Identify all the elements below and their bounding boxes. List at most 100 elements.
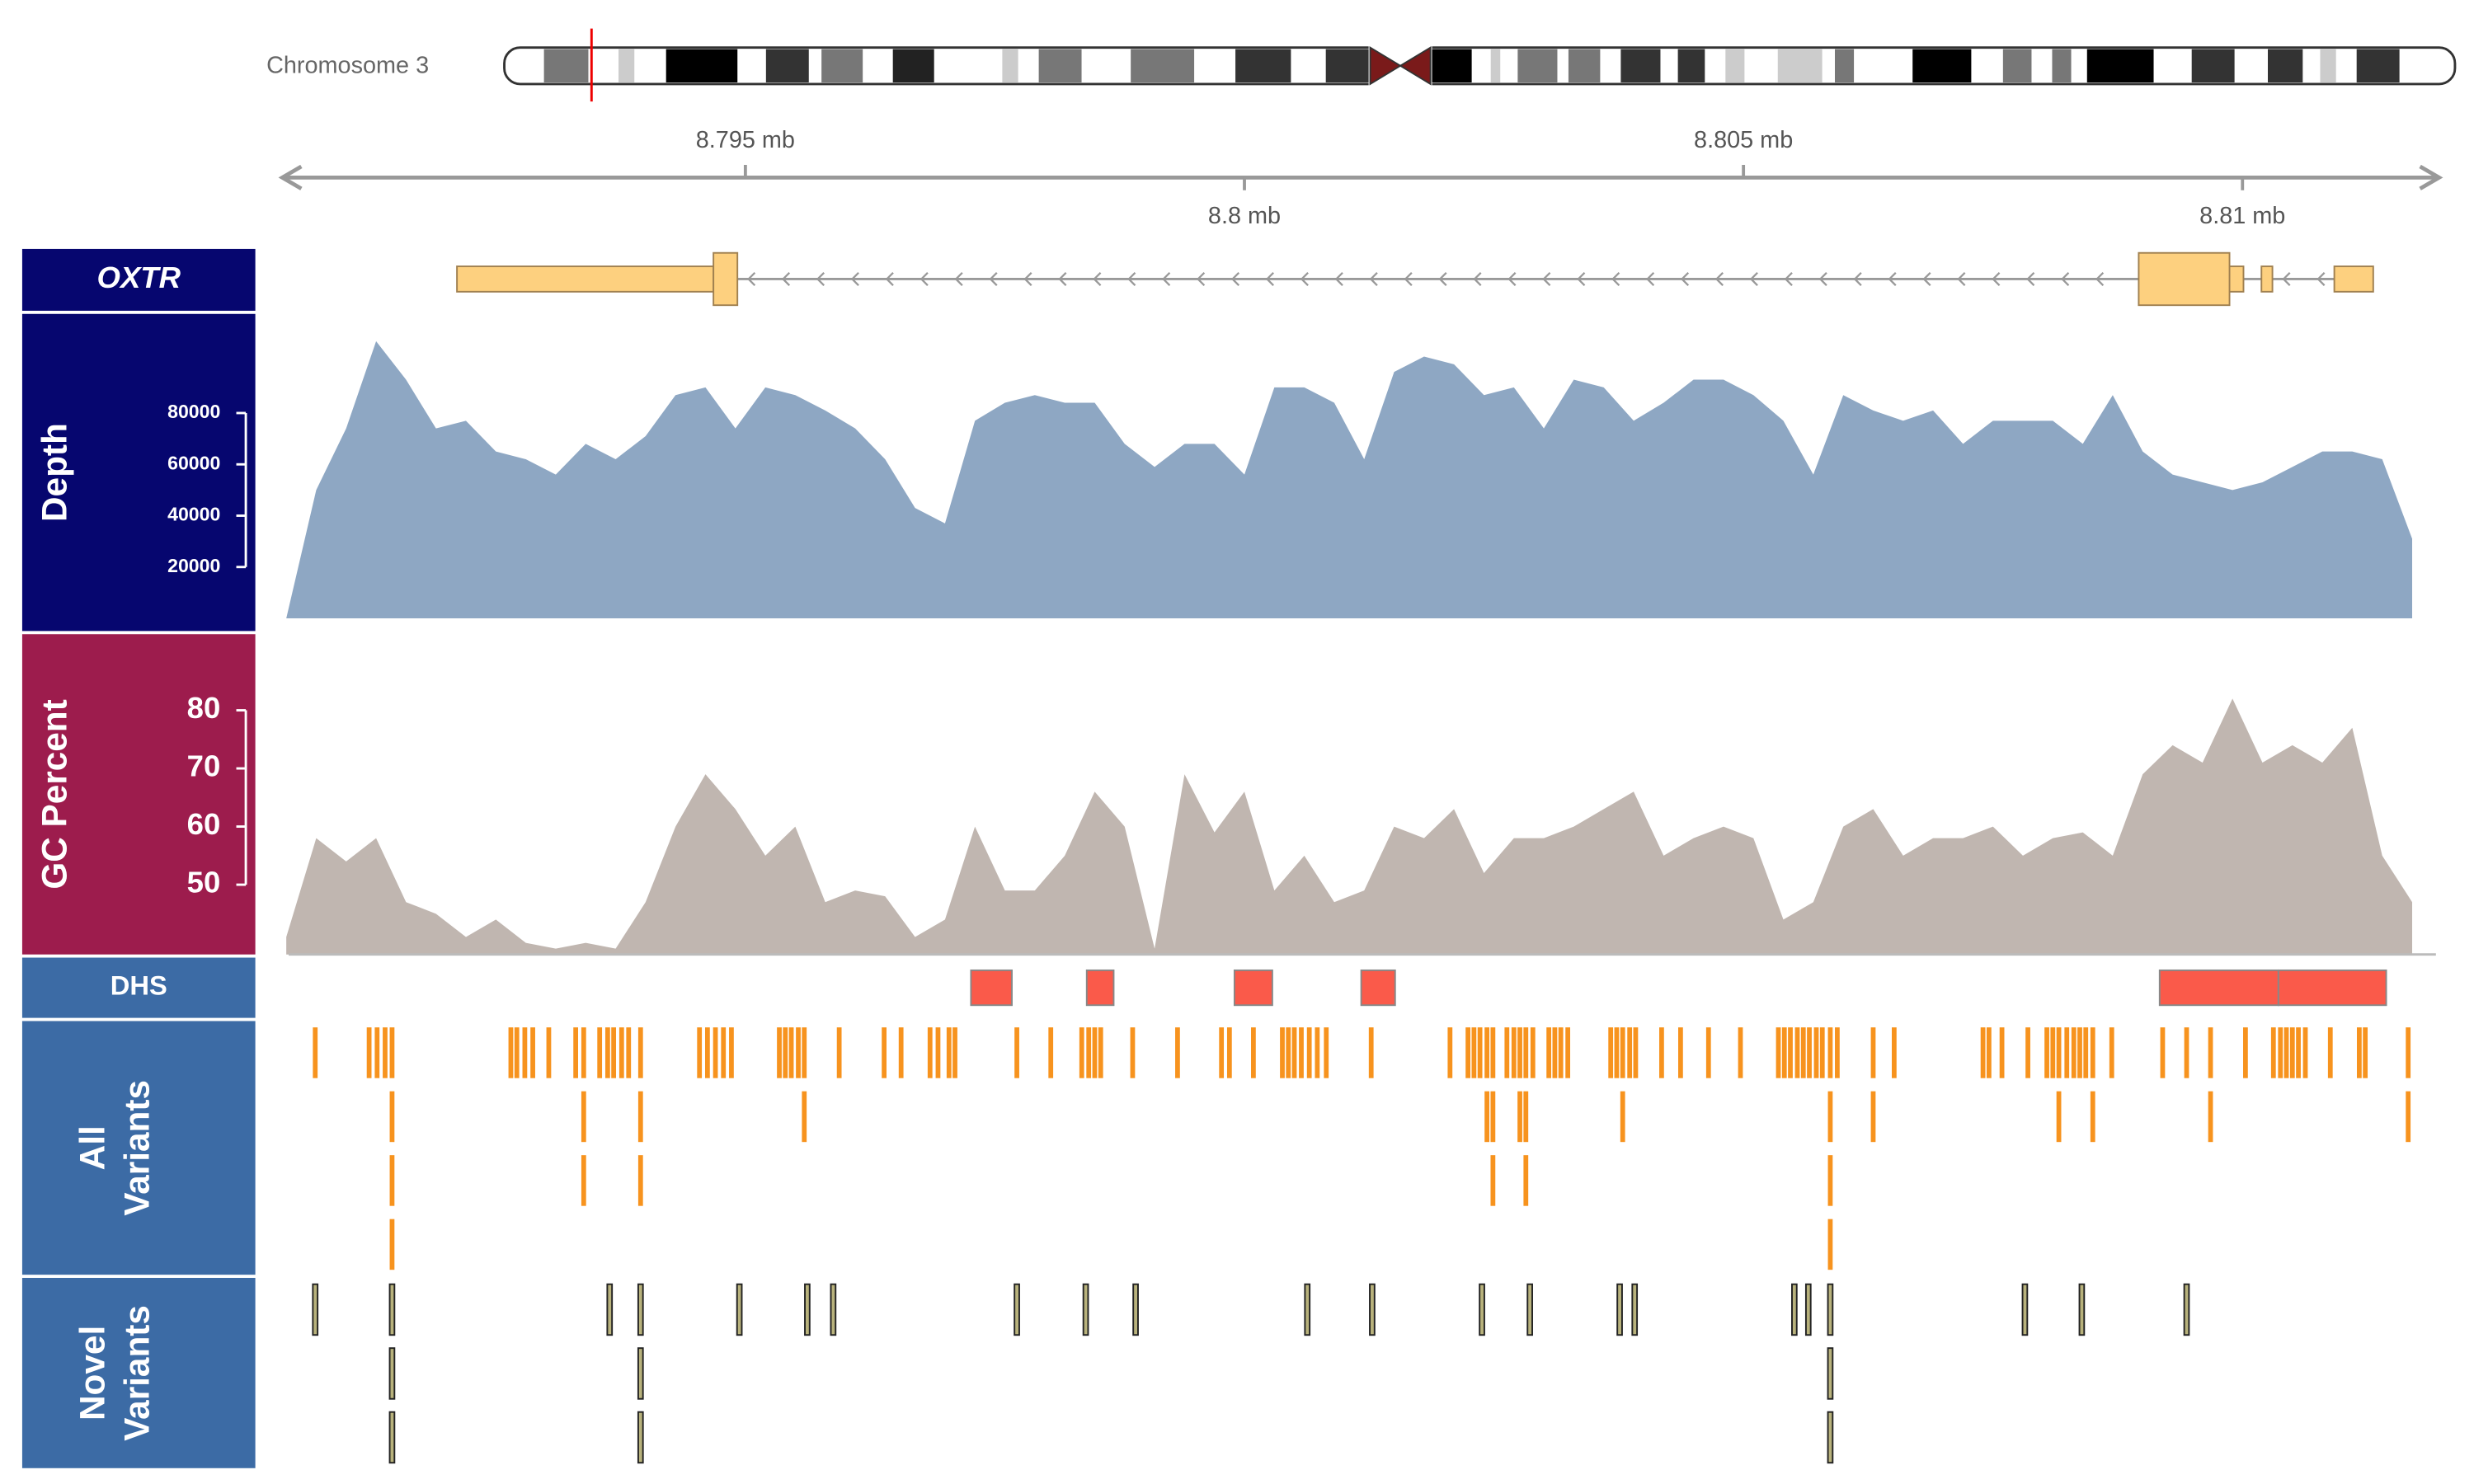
- variant: [1447, 1027, 1453, 1078]
- variant: [1827, 1027, 1833, 1078]
- variant: [1490, 1091, 1496, 1143]
- band: [1777, 49, 1823, 82]
- variant: [597, 1027, 603, 1078]
- variant: [1546, 1027, 1552, 1078]
- variant: [1092, 1027, 1098, 1078]
- variant: [2083, 1027, 2089, 1078]
- variant: [637, 1091, 643, 1143]
- strand-chevron: [1058, 271, 1067, 286]
- variant: [1086, 1027, 1092, 1078]
- variant: [1620, 1091, 1625, 1143]
- novel-variant: [312, 1283, 319, 1336]
- variant: [1633, 1027, 1639, 1078]
- variant: [1999, 1027, 2005, 1078]
- coding-exon: [713, 251, 739, 307]
- strand-chevron: [1611, 271, 1620, 286]
- variant: [1800, 1027, 1806, 1078]
- variant: [1490, 1027, 1496, 1078]
- novel-variant: [1014, 1283, 1020, 1336]
- variant: [1098, 1027, 1103, 1078]
- novel-variant: [1804, 1283, 1812, 1336]
- strand-chevron: [1093, 271, 1102, 286]
- track-label: OXTR: [97, 261, 181, 294]
- novel-variant: [1304, 1283, 1311, 1336]
- novel-variant: [2021, 1283, 2029, 1336]
- variant: [1517, 1027, 1522, 1078]
- band: [2002, 49, 2032, 82]
- variant: [637, 1027, 643, 1078]
- variant: [1484, 1027, 1489, 1078]
- variant: [2090, 1027, 2095, 1078]
- strand-chevron: [1230, 271, 1240, 286]
- band: [1517, 49, 1558, 82]
- variant: [383, 1027, 388, 1078]
- variant: [2278, 1027, 2284, 1078]
- variant: [2296, 1027, 2301, 1078]
- novel-variant: [1082, 1283, 1089, 1336]
- dhs-region: [970, 969, 1013, 1007]
- track-label: Variants: [117, 1305, 156, 1441]
- variant: [581, 1091, 586, 1143]
- track-panel: [21, 1021, 256, 1275]
- variant: [1659, 1027, 1664, 1078]
- strand-chevron: [1784, 271, 1793, 286]
- variant: [2356, 1027, 2362, 1078]
- novel-variant: [1132, 1283, 1139, 1336]
- variant: [1870, 1027, 1876, 1078]
- band: [892, 49, 934, 82]
- band: [765, 49, 809, 82]
- variant: [729, 1027, 734, 1078]
- strand-chevron: [850, 271, 859, 286]
- area: [286, 340, 2413, 618]
- variant: [2284, 1027, 2289, 1078]
- novel-variant: [388, 1347, 396, 1400]
- variant: [2208, 1091, 2213, 1143]
- variant: [1219, 1027, 1225, 1078]
- dhs-region: [2158, 969, 2279, 1007]
- ideogram: [503, 28, 2457, 102]
- band: [1002, 49, 1018, 82]
- variant: [802, 1027, 807, 1078]
- variant: [1504, 1027, 1510, 1078]
- variant: [946, 1027, 952, 1078]
- variant: [783, 1027, 788, 1078]
- variant: [1014, 1027, 1019, 1078]
- novel-variant: [637, 1283, 644, 1336]
- variant: [1465, 1027, 1470, 1078]
- novel-variant: [2078, 1283, 2086, 1336]
- track-panel: [21, 1278, 256, 1468]
- novel-variant: [804, 1283, 811, 1336]
- band: [2320, 49, 2336, 82]
- variant: [2056, 1091, 2062, 1143]
- variant: [389, 1219, 395, 1270]
- variant: [935, 1027, 941, 1078]
- variant: [1835, 1027, 1840, 1078]
- variant: [546, 1027, 552, 1078]
- strand-chevron: [1300, 271, 1309, 286]
- variant: [530, 1027, 535, 1078]
- variant: [1079, 1027, 1084, 1078]
- variant: [1813, 1027, 1819, 1078]
- strand-chevron: [747, 271, 756, 286]
- utr-exon: [2260, 265, 2274, 293]
- strand-chevron: [1992, 271, 2001, 286]
- variant: [2289, 1027, 2295, 1078]
- band: [1725, 49, 1745, 82]
- strand-chevron: [885, 271, 894, 286]
- variant: [1807, 1027, 1812, 1078]
- variant: [2160, 1027, 2166, 1078]
- variant: [704, 1027, 710, 1078]
- variant: [2056, 1027, 2062, 1078]
- strand-chevron: [1957, 271, 1966, 286]
- variant: [2025, 1027, 2030, 1078]
- variant: [1620, 1027, 1625, 1078]
- variant: [2302, 1027, 2308, 1078]
- band: [666, 49, 738, 82]
- novel-variant: [1827, 1283, 1834, 1336]
- coding-exon: [2138, 251, 2231, 307]
- strand-chevron: [1714, 271, 1724, 286]
- variant: [1986, 1027, 1992, 1078]
